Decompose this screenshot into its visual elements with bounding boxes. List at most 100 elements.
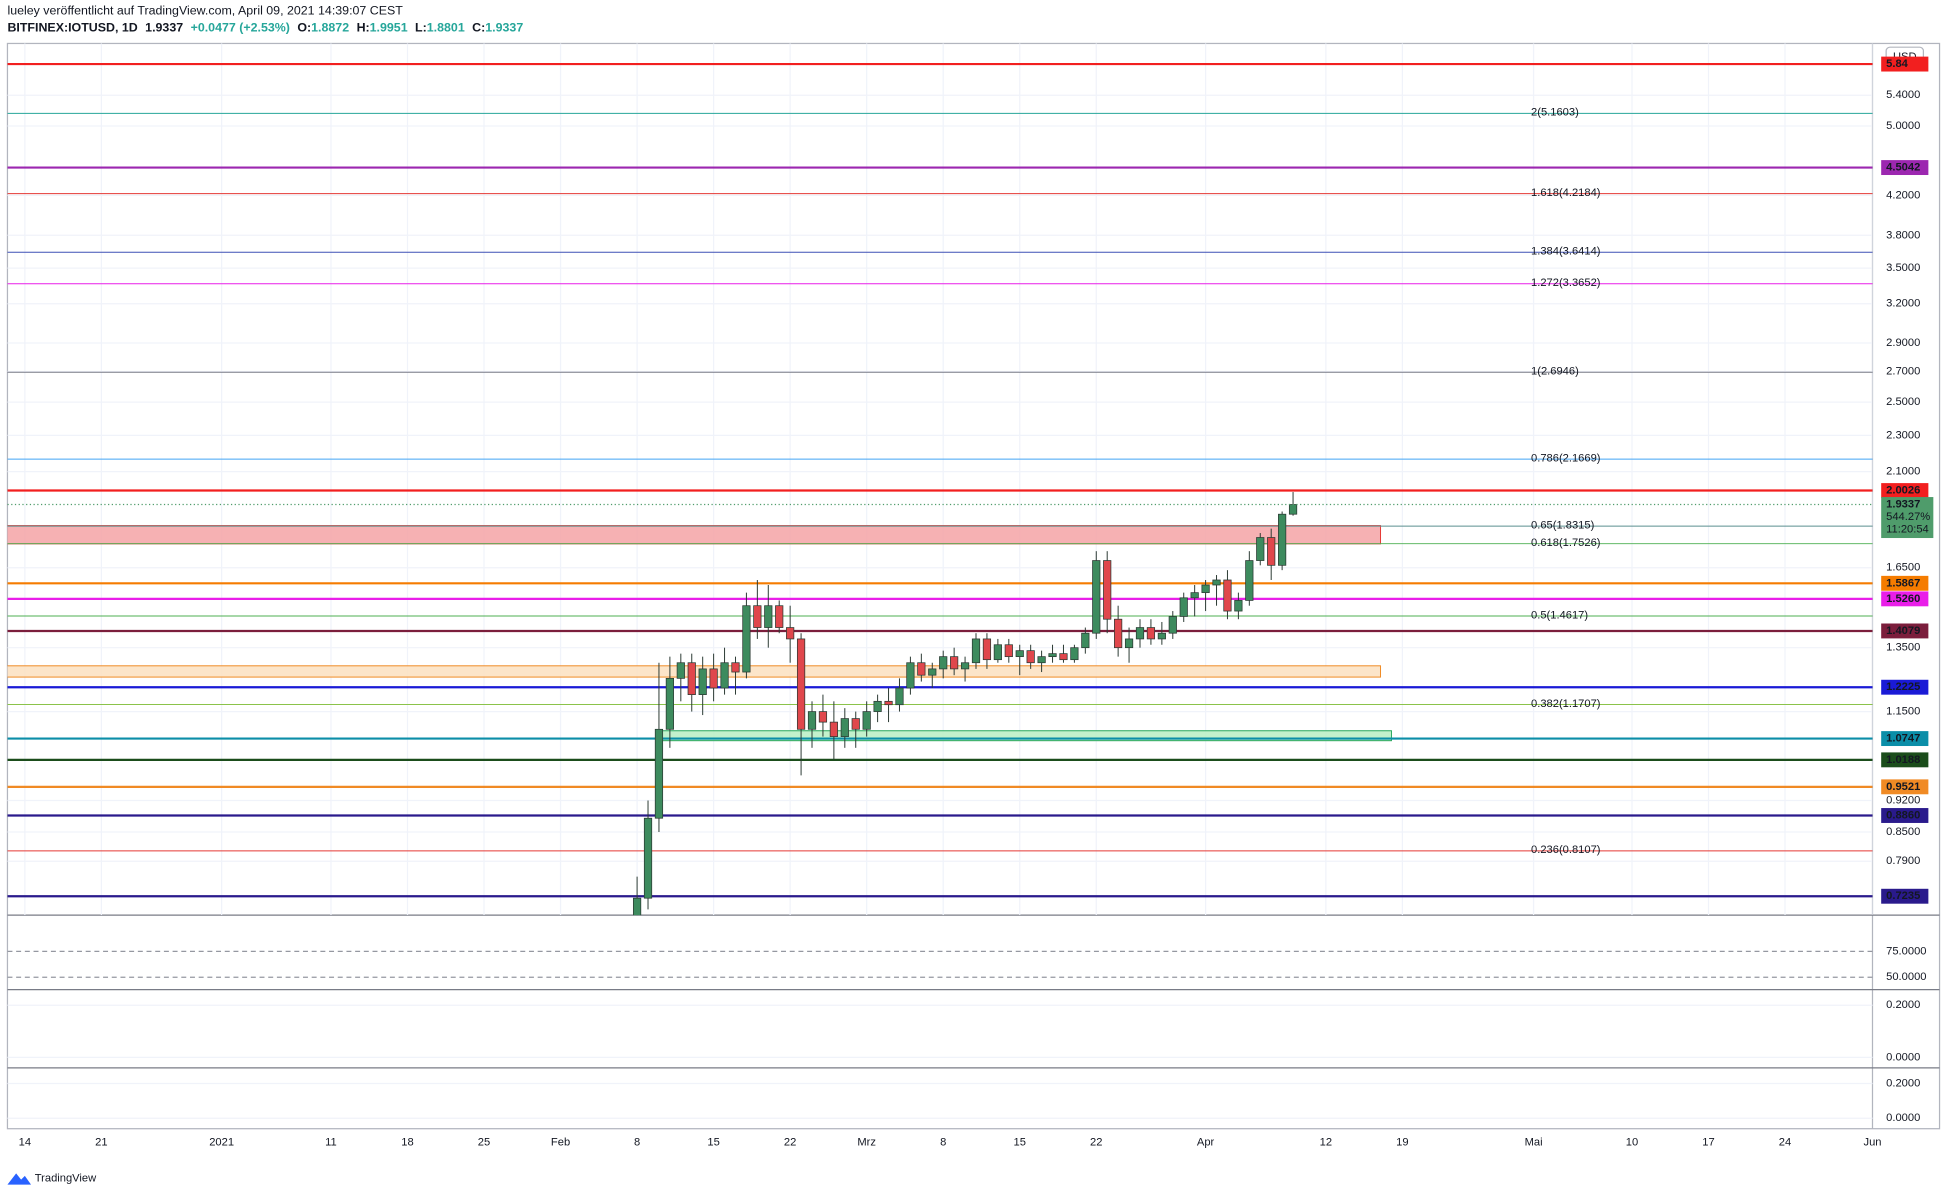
- fib-label: 1.384(3.6414): [1531, 246, 1601, 258]
- candle-body: [1026, 650, 1035, 664]
- level-badge: [1881, 160, 1929, 176]
- candle-body: [775, 605, 784, 628]
- y-tick-label: 2.1000: [1886, 466, 1920, 478]
- x-tick-label: 19: [1396, 1136, 1408, 1148]
- fib-label: 1.272(3.3652): [1531, 277, 1601, 289]
- fib-label: 2(5.1603): [1531, 107, 1579, 119]
- y-tick-label: 3.5000: [1886, 262, 1920, 274]
- candle-body: [873, 700, 882, 712]
- x-tick-label: 15: [707, 1136, 719, 1148]
- level-badge: [1881, 483, 1929, 499]
- footer: [0, 1162, 1947, 1197]
- candle-body: [1103, 560, 1112, 620]
- candle-body: [1201, 584, 1210, 594]
- level-label: 1.0747: [1886, 733, 1920, 745]
- countdown: 11:20:54: [1886, 523, 1929, 535]
- last-price-badge: [1881, 497, 1934, 539]
- candle-body: [796, 638, 806, 730]
- candle-body: [1135, 627, 1145, 640]
- candle-body: [731, 662, 740, 673]
- level-label: 0.9521: [1886, 781, 1920, 793]
- y-tick-label: 3.2000: [1886, 298, 1920, 310]
- fib-label: 0.618(1.7526): [1531, 537, 1601, 549]
- candle-body: [1212, 579, 1221, 586]
- level-badge: [1881, 808, 1929, 823]
- x-tick-label: 12: [1320, 1136, 1332, 1148]
- y-tick-label: 0.9200: [1886, 794, 1920, 806]
- x-tick-label: 17: [1702, 1136, 1714, 1148]
- candle-body: [993, 644, 1002, 661]
- y-tick-label: 0.7900: [1886, 855, 1920, 867]
- level-badge: [1881, 679, 1929, 695]
- ohlc-value: 1.8872: [311, 21, 349, 35]
- level-badge: [1881, 56, 1929, 72]
- x-tick-label: Feb: [551, 1136, 570, 1148]
- x-tick-label: 14: [19, 1136, 31, 1148]
- level-label: 0.7235: [1886, 890, 1920, 902]
- candle-body: [1059, 653, 1068, 661]
- candle-body: [1190, 592, 1199, 599]
- overlay: 5.4000 5.0000 4.2000 3.8000 3.5000 3.2000 2.90…: [19, 56, 1934, 1148]
- candle-body: [840, 718, 849, 737]
- y-tick-label: 5.0000: [1886, 120, 1920, 132]
- candle-body: [720, 662, 729, 689]
- fib-label: 1(2.6946): [1531, 366, 1579, 378]
- ohlc-value: 1.9951: [370, 21, 408, 35]
- candle-body: [1048, 653, 1057, 658]
- brand: TradingView: [35, 1172, 97, 1184]
- fib-label: 0.382(1.1707): [1531, 698, 1601, 710]
- x-tick-label: Apr: [1197, 1136, 1215, 1148]
- level-badge: [1881, 623, 1929, 639]
- fib-label: 1.618(4.2184): [1531, 187, 1601, 199]
- last-change: 544.27%: [1886, 511, 1930, 523]
- candle-body: [643, 817, 653, 899]
- candle-body: [698, 668, 707, 695]
- candle-body: [1037, 656, 1046, 664]
- candle-body: [1234, 600, 1243, 612]
- y-tick-label: 0.8500: [1886, 826, 1920, 838]
- level-label: 5.84: [1886, 58, 1909, 70]
- candle-body: [906, 662, 915, 689]
- byline: lueley veröffentlicht auf TradingView.co…: [7, 3, 403, 17]
- x-tick-label: Mrz: [857, 1136, 876, 1148]
- level-badge: [1881, 591, 1929, 607]
- fib-label: 0.65(1.8315): [1531, 519, 1595, 531]
- candle-body: [917, 662, 926, 676]
- ohlc-value: 1.8801: [427, 21, 465, 35]
- candle-body: [1223, 579, 1232, 612]
- candle-body: [1179, 597, 1188, 617]
- x-tick-label: 24: [1779, 1136, 1791, 1148]
- candle-body: [1267, 537, 1276, 566]
- x-tick-label: 21: [95, 1136, 107, 1148]
- ohlc-key: H:: [357, 21, 370, 35]
- level-label: 1.0188: [1886, 754, 1920, 766]
- panel-tick-label: 0.0000: [1886, 1051, 1920, 1063]
- x-tick-label: 18: [401, 1136, 413, 1148]
- candle-body: [1288, 504, 1298, 515]
- candle-body: [1081, 632, 1090, 649]
- x-tick-label: 22: [784, 1136, 796, 1148]
- x-tick-label: 22: [1090, 1136, 1102, 1148]
- panel-tick-label: 0.2000: [1886, 1077, 1920, 1089]
- candle-body: [632, 897, 642, 916]
- x-tick-label: 8: [634, 1136, 640, 1148]
- y-tick-label: 3.8000: [1886, 229, 1920, 241]
- candle-body: [764, 605, 773, 628]
- y-tick-label: 1.1500: [1886, 706, 1920, 718]
- candle-body: [862, 711, 871, 730]
- panel-tick-label: 50.0000: [1886, 971, 1926, 983]
- last: 1.9337: [145, 21, 183, 35]
- x-tick-label: Jun: [1863, 1136, 1881, 1148]
- y-tick-label: 2.3000: [1886, 429, 1920, 441]
- frame: [6, 42, 1941, 1130]
- plot: [7, 43, 1873, 916]
- y-tick-label: 2.9000: [1886, 337, 1920, 349]
- candle-body: [884, 700, 893, 706]
- y-tick-label: 5.4000: [1886, 89, 1920, 101]
- candle-body: [950, 656, 959, 670]
- candle-body: [1124, 638, 1134, 649]
- candle-body: [676, 662, 685, 679]
- candle-body: [1278, 513, 1287, 566]
